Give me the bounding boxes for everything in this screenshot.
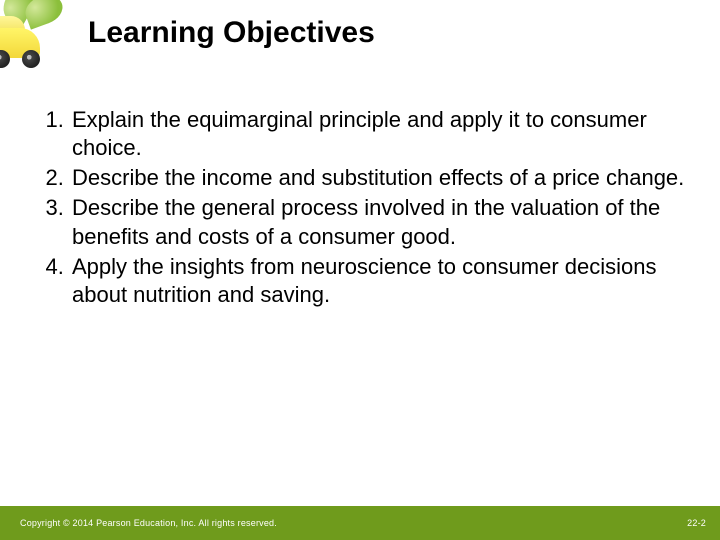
page-number: 22-2 xyxy=(687,518,706,528)
list-item: Explain the equimarginal principle and a… xyxy=(70,106,700,162)
leaf-icon xyxy=(21,0,66,30)
objectives-list: Explain the equimarginal principle and a… xyxy=(34,106,700,309)
corner-illustration xyxy=(0,0,75,90)
copyright-text: Copyright © 2014 Pearson Education, Inc.… xyxy=(20,518,277,528)
list-item: Apply the insights from neuroscience to … xyxy=(70,253,700,309)
list-item: Describe the general process involved in… xyxy=(70,194,700,250)
content-area: Explain the equimarginal principle and a… xyxy=(34,106,700,311)
wheel-icon xyxy=(22,50,40,68)
footer: Copyright © 2014 Pearson Education, Inc.… xyxy=(0,506,720,540)
list-item: Describe the income and substitution eff… xyxy=(70,164,700,192)
page-title: Learning Objectives xyxy=(88,16,375,50)
